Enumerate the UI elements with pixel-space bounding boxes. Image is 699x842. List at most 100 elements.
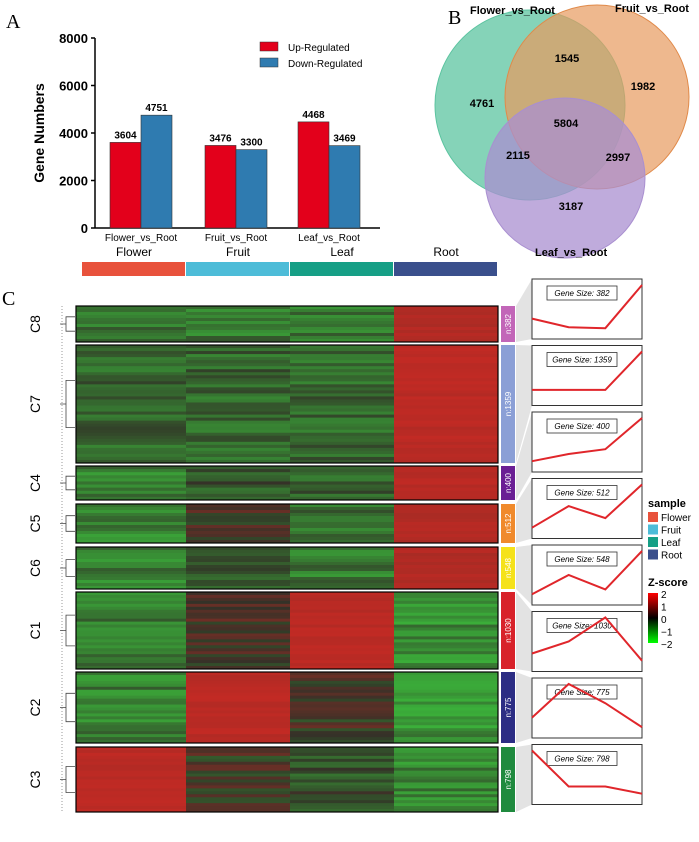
heatmap-cell	[394, 516, 498, 520]
heatmap-cell	[290, 348, 394, 352]
heatmap-cell	[76, 785, 186, 789]
heatmap-cell	[76, 577, 186, 581]
heatmap-cell	[394, 686, 498, 691]
heatmap-cell	[394, 345, 498, 349]
heatmap-cell	[76, 704, 186, 708]
heatmap-cell	[290, 636, 394, 640]
heatmap-cell	[76, 534, 186, 538]
heatmap-cell	[186, 764, 290, 769]
venn-set-label: Fruit_vs_Root	[615, 3, 689, 15]
cluster-size-label: n:798	[504, 769, 513, 790]
bar	[109, 142, 142, 229]
heatmap-cell	[290, 447, 394, 452]
heatmap-cell	[76, 779, 186, 783]
heatmap-cell	[394, 324, 498, 328]
heatmap-cell	[76, 327, 186, 331]
heatmap-cell	[394, 510, 498, 514]
heatmap-cell	[76, 330, 186, 334]
heatmap-cell	[186, 583, 290, 587]
cluster-border	[75, 344, 499, 464]
heatmap-cell	[186, 469, 290, 473]
heatmap-cell	[394, 504, 498, 508]
gene-size-label: Gene Size: 1359	[552, 356, 612, 365]
dendrogram-branch	[60, 766, 75, 793]
heatmap-cell	[394, 372, 498, 376]
cluster-label: C5	[27, 514, 43, 532]
heatmap-cell	[290, 725, 394, 729]
heatmap-cell	[290, 550, 394, 554]
heatmap-cell	[394, 426, 498, 431]
heatmap-cell	[290, 627, 394, 631]
heatmap-cell	[394, 692, 498, 697]
heatmap-cell	[76, 519, 186, 523]
heatmap-cell	[186, 758, 290, 763]
heatmap-cell	[186, 663, 290, 667]
heatmap-cell	[290, 390, 394, 394]
heatmap-cell	[186, 339, 290, 343]
heatmap-cell	[76, 758, 186, 763]
legend-swatch	[648, 549, 658, 560]
heatmap-cell	[290, 553, 394, 557]
heatmap-cell	[76, 472, 186, 476]
heatmap-cell	[186, 654, 290, 658]
heatmap-cell	[290, 444, 394, 449]
heatmap-cell	[394, 776, 498, 780]
heatmap-cell	[186, 466, 290, 470]
heatmap-cell	[290, 773, 394, 778]
heatmap-cell	[186, 402, 290, 407]
heatmap-cell	[76, 369, 186, 373]
heatmap-cell	[76, 384, 186, 388]
heatmap-cell	[394, 657, 498, 661]
cluster-label: C1	[27, 621, 43, 639]
heatmap-cell	[76, 737, 186, 741]
venn-count: 5804	[554, 118, 579, 130]
heatmap-cell	[186, 788, 290, 792]
heatmap-cell	[186, 674, 290, 679]
gene-size-box	[546, 352, 618, 367]
heatmap-cell	[394, 716, 498, 720]
heatmap-cell	[290, 318, 394, 322]
heatmap-cell	[76, 660, 186, 664]
heatmap-cell	[186, 680, 290, 685]
heatmap-cell	[76, 809, 186, 813]
heatmap-cell	[186, 776, 290, 780]
column-annotation-bar	[290, 262, 393, 276]
cluster-border	[75, 465, 499, 501]
zscore-tick-label: −1	[661, 628, 673, 639]
heatmap-cell	[290, 420, 394, 425]
heatmap-cell	[290, 438, 394, 443]
heatmap-cell	[186, 731, 290, 735]
heatmap-cell	[394, 528, 498, 532]
gene-size-box	[546, 418, 618, 434]
heatmap-cell	[76, 408, 186, 413]
heatmap-cell	[186, 689, 290, 694]
heatmap-cell	[76, 701, 186, 706]
heatmap-cell	[290, 321, 394, 325]
heatmap-cell	[290, 381, 394, 385]
heatmap-cell	[186, 351, 290, 355]
heatmap-cell	[290, 621, 394, 626]
legend-swatch	[648, 524, 658, 535]
dendrogram-branch	[60, 316, 75, 332]
heatmap-cell	[186, 405, 290, 410]
heatmap-cell	[290, 528, 394, 532]
heatmap-cell	[394, 390, 498, 394]
heatmap-cell	[76, 666, 186, 670]
heatmap-cell	[290, 453, 394, 458]
heatmap-cell	[76, 707, 186, 711]
heatmap-cell	[76, 372, 186, 376]
heatmap-cell	[76, 692, 186, 697]
heatmap-cell	[76, 645, 186, 649]
heatmap-cell	[290, 707, 394, 711]
heatmap-cell	[394, 444, 498, 449]
heatmap-cell	[394, 574, 498, 578]
heatmap-cell	[76, 755, 186, 760]
heatmap-cell	[186, 516, 290, 520]
heatmap-cell	[290, 519, 394, 523]
legend-title-sample: sample	[648, 498, 686, 510]
heatmap-cell	[290, 432, 394, 437]
heatmap-cell	[186, 528, 290, 532]
heatmap-cell	[186, 513, 290, 517]
heatmap-cell	[76, 444, 186, 449]
heatmap-cell	[290, 531, 394, 535]
